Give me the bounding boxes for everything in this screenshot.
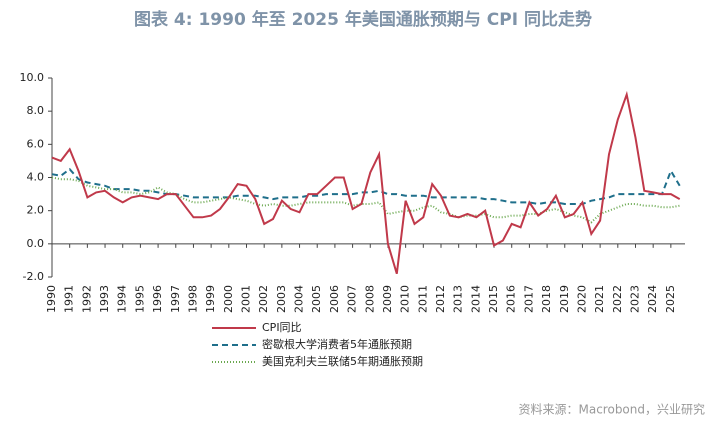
y-tick-label: 2.0: [27, 204, 45, 217]
y-tick-label: 8.0: [27, 104, 45, 117]
x-tick-label: 2002: [257, 285, 270, 313]
x-tick-label: 1996: [151, 285, 164, 313]
y-tick-label: 4.0: [27, 171, 45, 184]
x-tick-label: 2009: [381, 285, 394, 313]
x-tick-label: 1999: [204, 285, 217, 313]
x-tick-label: 2011: [416, 285, 429, 313]
x-tick-label: 2019: [558, 285, 571, 313]
x-tick-label: 1990: [45, 285, 58, 313]
x-tick-label: 2017: [522, 285, 535, 313]
x-tick-label: 1998: [186, 285, 199, 313]
x-tick-label: 2000: [222, 285, 235, 313]
x-tick-label: 2023: [628, 285, 641, 313]
x-tick-label: 2001: [239, 285, 252, 313]
chart-title: 图表 4: 1990 年至 2025 年美国通胀预期与 CPI 同比走势: [134, 9, 592, 30]
y-tick-label: -2.0: [23, 270, 44, 283]
x-tick-label: 2025: [664, 285, 677, 313]
series-line: [51, 176, 680, 224]
legend-label: CPI同比: [262, 321, 302, 334]
x-tick-label: 2018: [540, 285, 553, 313]
x-tick-label: 2012: [434, 285, 447, 313]
x-tick-label: 2007: [346, 285, 359, 313]
x-tick-label: 1997: [169, 285, 182, 313]
series-line: [51, 90, 681, 274]
x-tick-label: 2010: [399, 285, 412, 313]
series-line: [51, 167, 681, 206]
legend-label: 美国克利夫兰联储5年期通胀预期: [262, 354, 423, 368]
x-tick-label: 2006: [328, 285, 341, 313]
y-tick-label: 0.0: [27, 237, 45, 250]
x-tick-label: 2016: [505, 285, 518, 313]
x-tick-label: 2021: [593, 285, 606, 313]
x-tick-label: 2015: [487, 285, 500, 313]
x-tick-label: 2024: [646, 285, 659, 313]
x-tick-label: 1992: [80, 285, 93, 313]
x-tick-label: 2005: [310, 285, 323, 313]
x-tick-label: 2008: [363, 285, 376, 313]
x-tick-label: 2022: [611, 285, 624, 313]
x-tick-label: 1994: [116, 285, 129, 313]
x-tick-label: 2014: [469, 285, 482, 313]
x-tick-label: 1991: [63, 285, 76, 313]
x-tick-label: 2004: [293, 285, 306, 313]
y-tick-label: 10.0: [20, 71, 45, 84]
y-tick-label: 6.0: [27, 137, 45, 150]
x-tick-label: 2003: [275, 285, 288, 313]
x-tick-label: 2013: [452, 285, 465, 313]
x-tick-label: 2020: [575, 285, 588, 313]
x-tick-label: 1995: [133, 285, 146, 313]
source-note: 资料来源：Macrobond，兴业研究: [519, 402, 706, 417]
legend-label: 密歇根大学消费者5年通胀预期: [262, 337, 412, 351]
x-tick-label: 1993: [98, 285, 111, 313]
